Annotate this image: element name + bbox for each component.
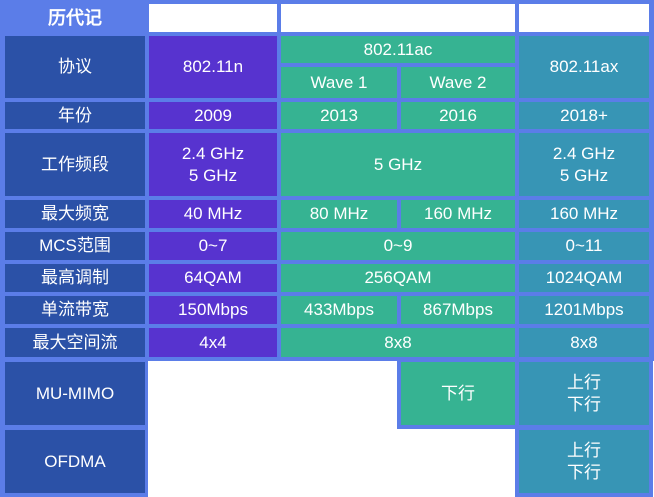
row-label-protocol: 协议 <box>5 36 145 98</box>
cell-mcs-n: 0~7 <box>149 232 277 260</box>
cell-year-n: 2009 <box>149 102 277 129</box>
cell-year-ax: 2018+ <box>519 102 649 129</box>
cell-protocol-ac-wave1: Wave 1 <box>281 67 397 98</box>
cell-mcs-ax: 0~11 <box>519 232 649 260</box>
cell-stream-rate-wave1: 433Mbps <box>281 296 397 324</box>
cell-max-width-ax: 160 MHz <box>519 200 649 228</box>
cell-max-width-wave1: 80 MHz <box>281 200 397 228</box>
row-label-bands: 工作频段 <box>5 133 145 196</box>
cell-stream-rate-n: 150Mbps <box>149 296 277 324</box>
header-spacer-80211ac <box>281 4 515 32</box>
cell-spatial-ax: 8x8 <box>519 328 649 357</box>
cell-mumimo-ax: 上行 下行 <box>515 358 653 429</box>
cell-max-width-wave2: 160 MHz <box>401 200 515 228</box>
cell-ofdma-ax: 上行 下行 <box>515 426 653 497</box>
cell-modulation-ax: 1024QAM <box>519 264 649 292</box>
page-title: 历代记 <box>48 7 102 28</box>
cell-bands-ax: 2.4 GHz 5 GHz <box>519 133 649 196</box>
cell-max-width-n: 40 MHz <box>149 200 277 228</box>
cell-mumimo-wave2: 下行 <box>397 358 519 429</box>
row-label-max-width: 最大频宽 <box>5 200 145 228</box>
cell-year-wave2: 2016 <box>401 102 515 129</box>
row-label-mumimo: MU-MIMO <box>5 362 145 425</box>
cell-bands-n: 2.4 GHz 5 GHz <box>149 133 277 196</box>
cell-protocol-ax: 802.11ax <box>519 36 649 98</box>
cell-protocol-n: 802.11n <box>149 36 277 98</box>
cell-bands-ac: 5 GHz <box>281 133 515 196</box>
cell-protocol-ac-wave2: Wave 2 <box>401 67 515 98</box>
row-label-stream-rate: 单流带宽 <box>5 296 145 324</box>
header-spacer-80211ax <box>519 4 649 32</box>
cell-year-wave1: 2013 <box>281 102 397 129</box>
cell-modulation-ac: 256QAM <box>281 264 515 292</box>
cell-protocol-ac: 802.11ac <box>281 36 515 63</box>
row-label-modulation: 最高调制 <box>5 264 145 292</box>
row-label-year: 年份 <box>5 102 145 129</box>
cell-mcs-ac: 0~9 <box>281 232 515 260</box>
row-label-mcs: MCS范围 <box>5 232 145 260</box>
header-spacer-80211n <box>149 4 277 32</box>
cell-spatial-ac: 8x8 <box>281 328 515 357</box>
cell-stream-rate-wave2: 867Mbps <box>401 296 515 324</box>
cell-modulation-n: 64QAM <box>149 264 277 292</box>
cell-stream-rate-ax: 1201Mbps <box>519 296 649 324</box>
row-label-ofdma: OFDMA <box>5 430 145 493</box>
row-label-spatial: 最大空间流 <box>5 328 145 357</box>
cell-spatial-n: 4x4 <box>149 328 277 357</box>
